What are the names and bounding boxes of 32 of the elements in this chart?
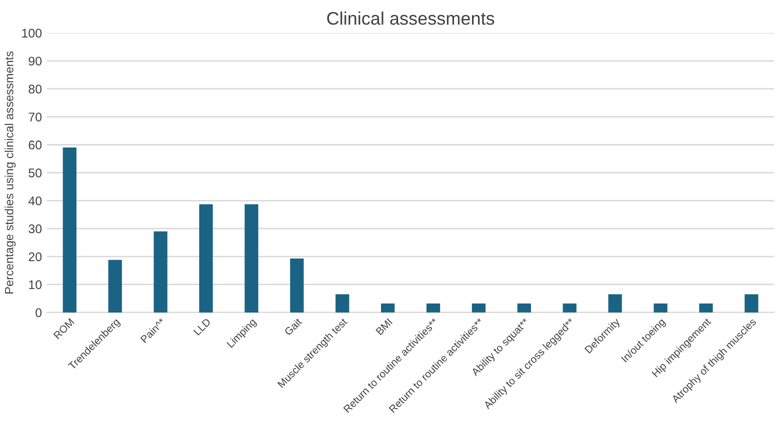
bar [426,303,440,312]
y-axis-title: Percentage studies using clinical assessments [4,51,16,294]
y-tick-label: 70 [28,112,42,122]
y-tick-label: 10 [29,280,42,290]
y-tick-label: 80 [28,84,42,94]
chart-title: Clinical assessments [327,12,494,25]
x-tick-label: Gait [284,317,302,336]
x-tick-label: BMI [376,318,392,336]
y-tick-label: 60 [28,140,42,150]
y-tick-label: 40 [28,196,42,206]
bar [336,294,350,312]
y-tick-label: 30 [28,224,42,234]
y-tick-label: 90 [28,56,42,66]
bar [244,204,258,312]
bar [744,294,758,312]
bar [108,260,122,312]
bar [472,303,486,312]
bar [654,303,668,312]
bar [608,294,622,312]
bar [699,303,713,312]
bar [199,204,213,312]
y-tick-label: 100 [22,28,42,38]
y-tick-label: 20 [28,252,42,262]
bar [562,303,576,312]
bar [290,258,304,312]
bar [517,303,531,312]
y-tick-label: 50 [28,168,42,178]
x-tick-label: LLD [193,318,211,336]
y-tick-label: 0 [36,308,42,318]
bar [154,231,168,312]
bar [62,148,76,312]
bar [381,303,395,312]
